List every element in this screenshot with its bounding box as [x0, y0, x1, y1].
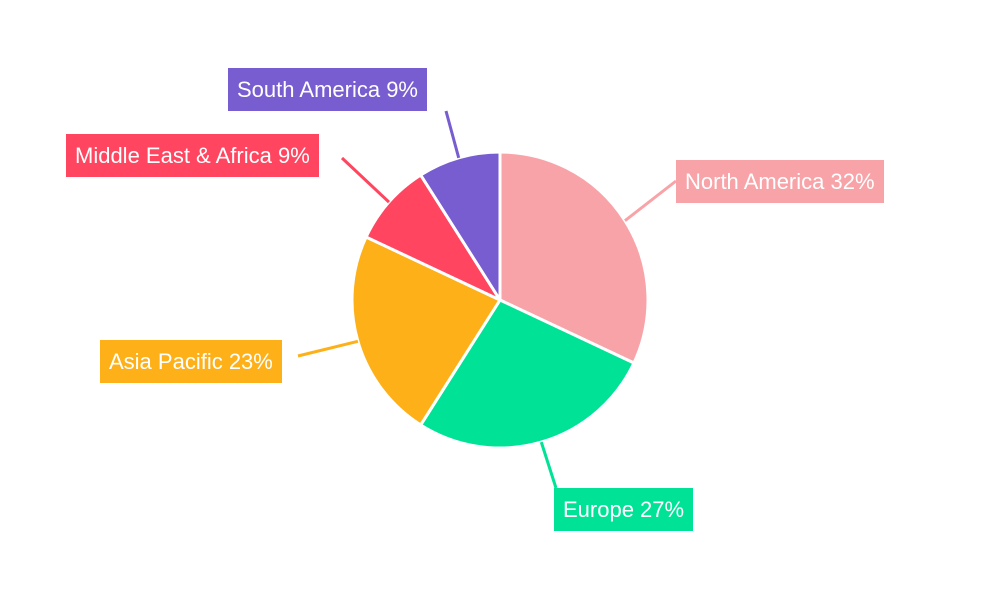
label-north-america: North America 32% — [676, 160, 884, 203]
pie-slice-north-america — [498, 150, 650, 365]
label-europe: Europe 27% — [554, 488, 694, 531]
leader-line — [444, 110, 461, 159]
label-asia-pacific: Asia Pacific 23% — [100, 340, 282, 383]
pie-slice-europe — [419, 298, 636, 450]
leader-line — [624, 179, 677, 222]
label-middle-east-africa: Middle East & Africa 9% — [66, 134, 319, 177]
pie-slice-south-america — [419, 150, 502, 302]
leader-line — [539, 441, 558, 489]
label-south-america: South America 9% — [228, 68, 427, 111]
leader-line — [340, 156, 391, 204]
pie-slice-middle-east-africa — [364, 173, 502, 302]
leader-line — [297, 339, 359, 358]
